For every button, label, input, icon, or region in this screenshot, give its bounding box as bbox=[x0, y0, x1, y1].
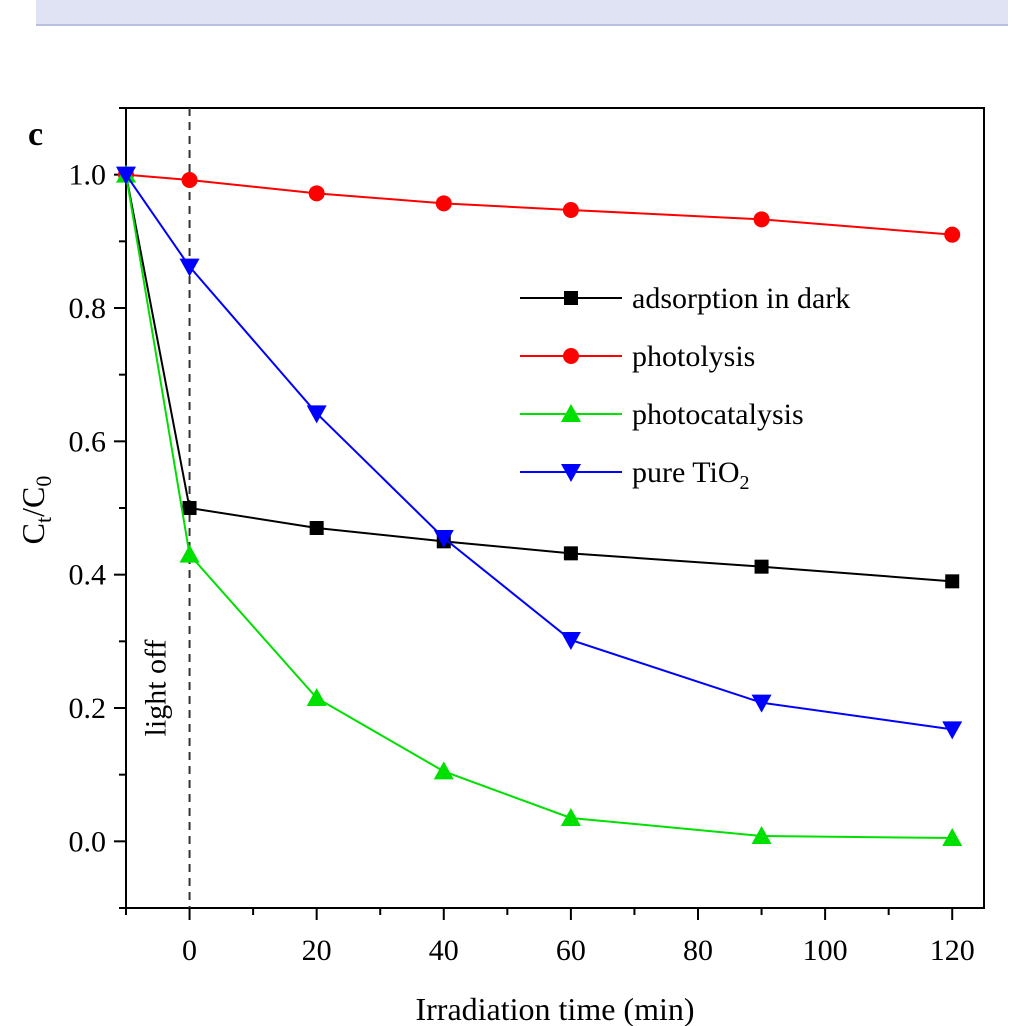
legend-label-text: pure TiO bbox=[632, 456, 740, 489]
data-point bbox=[751, 694, 772, 713]
legend-entry: photocatalysis bbox=[520, 398, 804, 431]
legend-marker bbox=[564, 291, 578, 305]
legend-marker bbox=[561, 404, 581, 422]
y-tick-label: 1.0 bbox=[69, 159, 107, 192]
y-tick-label: 0.4 bbox=[69, 559, 107, 592]
data-point bbox=[944, 226, 961, 243]
data-point bbox=[309, 521, 324, 535]
x-tick-label: 80 bbox=[683, 934, 713, 967]
y-label-sub-0: 0 bbox=[31, 476, 56, 487]
data-point bbox=[942, 828, 963, 846]
data-point bbox=[560, 632, 581, 650]
data-point bbox=[751, 826, 772, 844]
x-tick-label: 20 bbox=[302, 934, 332, 967]
legend-label-subscript: 2 bbox=[740, 472, 750, 494]
data-point bbox=[182, 501, 197, 515]
legend-label-text: photolysis bbox=[632, 340, 755, 373]
x-tick-label: 40 bbox=[429, 934, 459, 967]
legend-label: pure TiO2 bbox=[632, 456, 750, 494]
data-point bbox=[179, 258, 200, 277]
series-line bbox=[125, 174, 953, 731]
legend: adsorption in dark photolysis photocatalys… bbox=[520, 282, 850, 494]
data-point bbox=[562, 202, 579, 218]
y-tick-label: 0.2 bbox=[69, 692, 107, 725]
data-point bbox=[308, 185, 325, 202]
y-label-slash-c: /C bbox=[15, 487, 51, 517]
top-banner-strip bbox=[36, 0, 1008, 26]
data-point bbox=[179, 544, 200, 563]
data-point bbox=[433, 530, 454, 548]
legend-entry: photolysis bbox=[520, 340, 755, 373]
light-off-annotation: light off bbox=[140, 640, 173, 737]
data-point bbox=[181, 172, 198, 188]
legend-label-text: photocatalysis bbox=[632, 398, 804, 431]
data-point bbox=[306, 405, 327, 424]
data-point bbox=[116, 166, 136, 185]
plot-frame bbox=[125, 107, 985, 909]
x-tick-label: 60 bbox=[556, 934, 586, 967]
x-axis-label: Irradiation time (min) bbox=[415, 991, 694, 1026]
panel-label: c bbox=[28, 116, 43, 153]
y-label-c: C bbox=[15, 523, 51, 544]
data-point bbox=[754, 559, 769, 574]
legend-label: photocatalysis bbox=[632, 398, 804, 431]
data-point bbox=[942, 721, 963, 740]
series-3 bbox=[116, 166, 963, 740]
legend-label: photolysis bbox=[632, 340, 755, 373]
series-line bbox=[125, 174, 953, 583]
legend-entry: pure TiO2 bbox=[520, 456, 750, 494]
data-point bbox=[945, 574, 960, 589]
data-point bbox=[753, 211, 770, 228]
y-axis-label: Ct/C0 bbox=[15, 476, 56, 545]
legend-label: adsorption in dark bbox=[632, 282, 850, 315]
data-point bbox=[433, 761, 454, 780]
series-1 bbox=[118, 166, 961, 243]
data-point bbox=[560, 808, 581, 826]
data-point bbox=[563, 546, 578, 561]
series-line bbox=[125, 173, 953, 236]
data-point bbox=[435, 195, 452, 212]
data-point bbox=[306, 688, 327, 706]
legend-marker bbox=[563, 348, 579, 364]
x-tick-label: 100 bbox=[803, 934, 848, 967]
x-tick-label: 120 bbox=[930, 934, 975, 967]
y-tick-label: 0.0 bbox=[69, 825, 107, 858]
series-2 bbox=[116, 164, 963, 846]
y-tick-label: 0.8 bbox=[69, 292, 107, 325]
x-tick-label: 0 bbox=[182, 934, 197, 967]
series-line bbox=[125, 174, 953, 839]
y-tick-label: 0.6 bbox=[69, 425, 107, 458]
legend-marker bbox=[561, 464, 581, 482]
legend-label-text: adsorption in dark bbox=[632, 282, 850, 315]
series-0 bbox=[119, 167, 960, 589]
y-label-sub-t: t bbox=[31, 517, 56, 523]
legend-entry: adsorption in dark bbox=[520, 282, 850, 315]
